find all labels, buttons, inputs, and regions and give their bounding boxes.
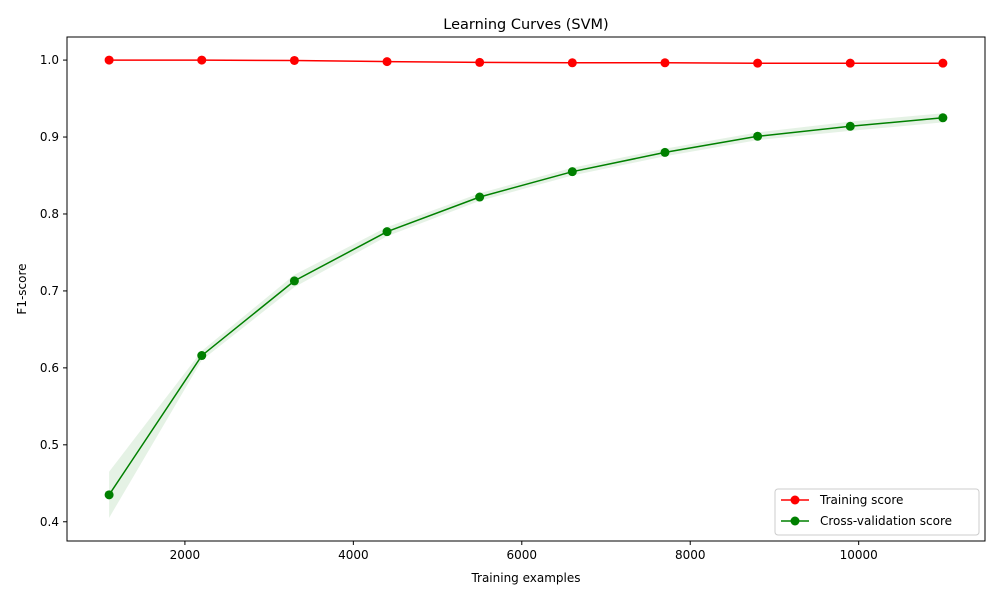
legend-training-label: Training score (819, 493, 903, 507)
x-axis-ticks: 2000 4000 6000 8000 10000 (170, 541, 878, 562)
cross-validation-point (567, 167, 577, 177)
cross-validation-point (289, 276, 299, 286)
cross-validation-point (475, 192, 485, 202)
cross-validation-point (382, 227, 392, 237)
y-tick-label: 0.6 (40, 361, 59, 375)
series-lines (108, 59, 943, 496)
cross-validation-point (197, 351, 207, 361)
y-tick-label: 0.7 (40, 284, 59, 298)
cross-validation-point (104, 490, 114, 500)
training-point (753, 58, 763, 68)
chart-title: Learning Curves (SVM) (443, 17, 608, 33)
cross-validation-point (660, 147, 670, 157)
legend-cross-validation-label: Cross-validation score (820, 514, 952, 528)
training-point (382, 57, 392, 67)
legend-box (774, 488, 980, 536)
y-axis-ticks: 0.4 0.5 0.6 0.7 0.8 0.9 1.0 (40, 53, 67, 529)
x-tick-label: 8000 (675, 548, 706, 562)
training-line (109, 59, 943, 64)
x-tick-label: 4000 (338, 548, 369, 562)
y-tick-label: 0.9 (40, 130, 59, 144)
y-axis-label: F1-score (15, 263, 29, 314)
x-axis-label: Training examples (470, 571, 580, 585)
training-point (197, 55, 207, 65)
training-point (845, 58, 855, 68)
y-tick-label: 0.8 (40, 207, 59, 221)
training-point (660, 58, 670, 68)
training-point (289, 55, 299, 65)
training-point (567, 58, 577, 68)
x-tick-label: 6000 (507, 548, 538, 562)
training-point (104, 55, 114, 65)
cross-validation-point (938, 113, 948, 123)
y-tick-label: 0.5 (40, 438, 59, 452)
cross-validation-point (845, 121, 855, 131)
x-tick-label: 10000 (840, 548, 878, 562)
legend-cross-validation-marker (790, 516, 800, 526)
cross-validation-line (108, 117, 943, 496)
x-tick-label: 2000 (170, 548, 201, 562)
series-points (104, 55, 948, 500)
plot-frame (66, 36, 986, 542)
y-tick-label: 0.4 (40, 515, 59, 529)
cross-validation-point (753, 131, 763, 141)
legend: Training score Cross-validation score (774, 488, 980, 536)
training-point (475, 57, 485, 67)
y-tick-label: 1.0 (40, 53, 59, 67)
legend-training-marker (790, 495, 800, 505)
training-point (938, 58, 948, 68)
plot-area (67, 37, 985, 541)
